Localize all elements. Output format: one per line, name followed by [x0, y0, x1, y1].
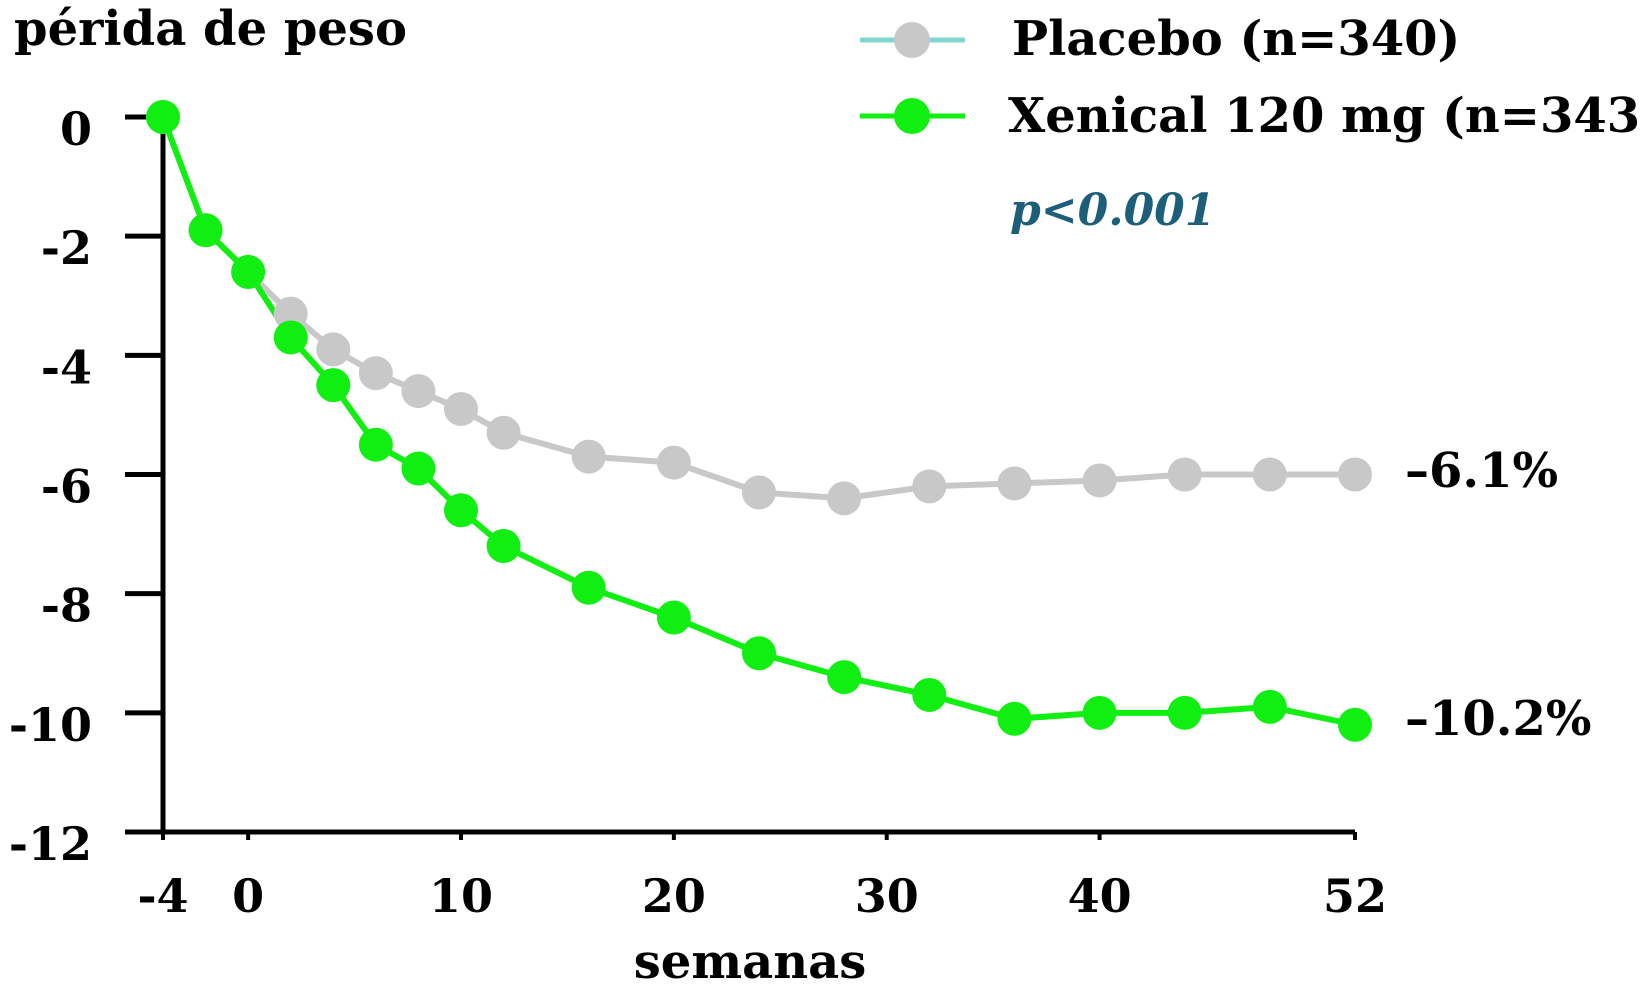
- data-point-placebo: [656, 445, 691, 480]
- data-point-placebo: [827, 481, 862, 516]
- data-point-xenical: [486, 529, 521, 563]
- p-value-annotation: p<0.001: [1010, 185, 1215, 236]
- data-point-xenical: [231, 254, 266, 289]
- end-labels: –6.1% –10.2%: [1405, 443, 1592, 747]
- x-tick-label: 40: [1068, 869, 1132, 923]
- y-tick-label: -6: [41, 460, 92, 514]
- data-point-placebo: [444, 391, 478, 426]
- y-tick-label: -4: [41, 340, 92, 394]
- end-label-xenical: –10.2%: [1405, 691, 1592, 747]
- data-point-xenical: [571, 570, 606, 605]
- data-point-xenical: [1167, 695, 1202, 730]
- legend-marker-xenical: [894, 98, 930, 134]
- chart-text: périda de peso semanas p<0.001: [14, 1, 1215, 990]
- series-points: [146, 100, 1372, 742]
- series-line-placebo: [160, 115, 1355, 502]
- data-point-placebo: [571, 439, 606, 474]
- y-tick-label: -10: [9, 698, 92, 752]
- data-point-placebo: [742, 475, 776, 510]
- legend-label-placebo: Placebo (n=340): [1012, 11, 1460, 67]
- data-point-xenical: [827, 660, 862, 695]
- x-tick-label: 20: [642, 869, 706, 923]
- x-tick-label: -4: [137, 869, 188, 923]
- x-axis-label: semanas: [634, 934, 866, 990]
- x-tick-label: 52: [1323, 869, 1387, 923]
- data-point-xenical: [316, 368, 351, 403]
- data-point-placebo: [273, 296, 308, 331]
- data-point-placebo: [316, 332, 351, 367]
- y-tick-label: -2: [41, 221, 92, 275]
- data-point-placebo: [1338, 457, 1372, 492]
- data-point-placebo: [997, 466, 1032, 501]
- data-point-xenical: [358, 427, 393, 462]
- data-point-placebo: [1252, 457, 1287, 492]
- data-point-xenical: [656, 600, 691, 635]
- data-point-placebo: [1167, 457, 1202, 492]
- data-point-placebo: [1082, 463, 1117, 498]
- data-point-placebo: [358, 356, 393, 391]
- data-point-xenical: [444, 493, 478, 528]
- legend: Placebo (n=340) Xenical 120 mg (n=343): [860, 11, 1641, 144]
- x-tick-label: 0: [232, 869, 264, 923]
- data-point-xenical: [1252, 689, 1287, 724]
- x-tick-label: 10: [429, 869, 493, 923]
- data-point-placebo: [401, 374, 436, 409]
- data-point-xenical: [912, 677, 947, 712]
- data-point-xenical: [146, 100, 180, 134]
- y-tick-label: -12: [9, 817, 92, 871]
- legend-marker-placebo: [894, 22, 930, 58]
- axes: 0 -2 -4 -6 -8 -10 -12 -4 0 10 20 30 40 52: [9, 102, 1387, 923]
- y-tick-label: 0: [60, 102, 92, 156]
- data-point-xenical: [401, 451, 436, 486]
- data-point-placebo: [486, 415, 521, 450]
- data-point-xenical: [273, 320, 308, 355]
- data-point-xenical: [1338, 707, 1372, 742]
- y-axis-label: périda de peso: [14, 1, 407, 57]
- legend-label-xenical: Xenical 120 mg (n=343): [1008, 88, 1641, 144]
- x-tick-label: 30: [855, 869, 919, 923]
- data-point-xenical: [188, 213, 223, 248]
- data-point-xenical: [997, 701, 1032, 736]
- data-point-xenical: [1082, 695, 1117, 730]
- y-tick-label: -8: [41, 579, 92, 633]
- end-label-placebo: –6.1%: [1405, 443, 1558, 499]
- data-point-placebo: [912, 469, 947, 504]
- data-point-xenical: [742, 636, 776, 671]
